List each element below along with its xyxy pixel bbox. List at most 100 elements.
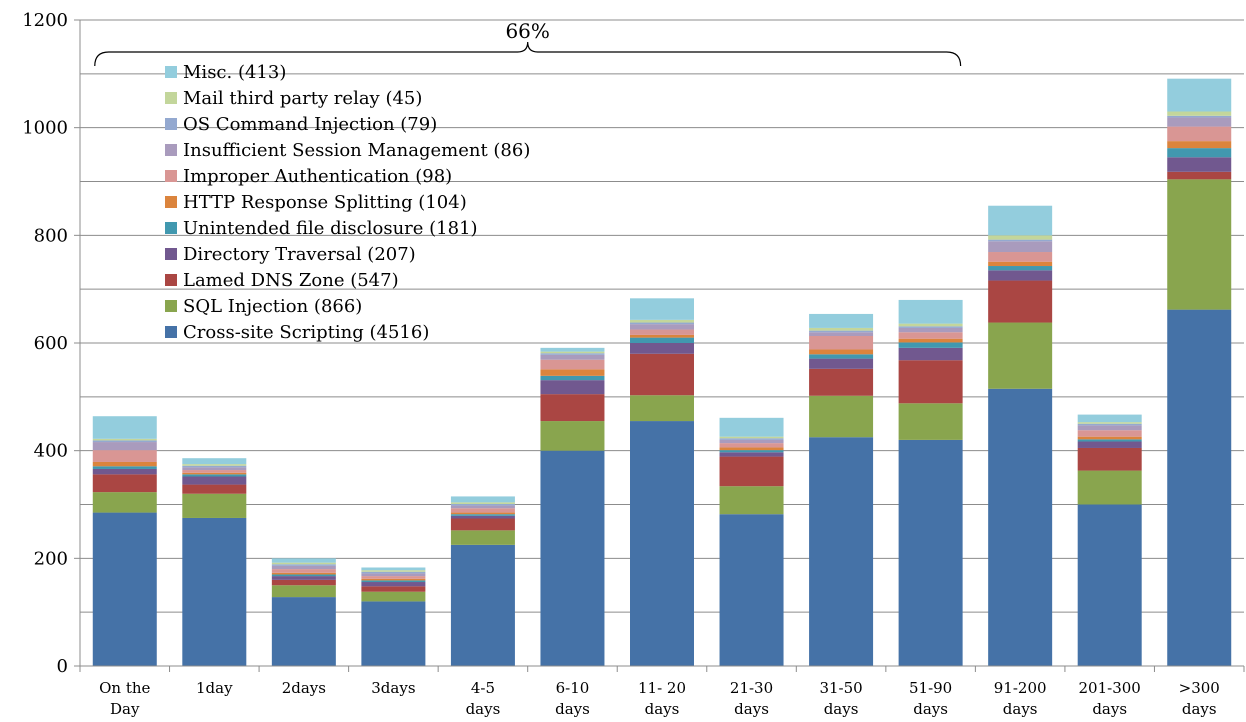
bar-segment bbox=[182, 467, 247, 471]
bar-segment bbox=[271, 565, 336, 570]
bar-segment bbox=[1167, 157, 1232, 172]
bar-segment bbox=[182, 517, 247, 666]
x-tick-label-line: 201-300 bbox=[1079, 679, 1141, 697]
legend-swatch bbox=[165, 326, 177, 338]
bar-segment bbox=[92, 450, 157, 462]
bar-segment bbox=[271, 576, 336, 580]
bar-segment bbox=[540, 354, 605, 360]
legend-swatch bbox=[165, 196, 177, 208]
bar-segment bbox=[271, 585, 336, 598]
bar-segment bbox=[540, 380, 605, 395]
bar-segment bbox=[630, 298, 694, 320]
legend-swatch bbox=[165, 92, 177, 104]
bar-segment bbox=[1077, 422, 1142, 424]
legend: Misc. (413) Mail third party relay (45) OS… bbox=[165, 62, 530, 343]
y-tick-label: 600 bbox=[34, 333, 68, 354]
bar-segment bbox=[271, 574, 336, 577]
bar-segment bbox=[809, 437, 874, 666]
bar-segment bbox=[988, 241, 1053, 253]
legend-swatch bbox=[165, 222, 177, 234]
bar-segment bbox=[450, 502, 515, 504]
bar-segment bbox=[719, 456, 784, 487]
legend-label: SQL Injection (866) bbox=[183, 296, 362, 317]
x-tick-label-line: 2days bbox=[282, 679, 326, 697]
bar-segment bbox=[988, 261, 1053, 267]
legend-swatch bbox=[165, 66, 177, 78]
bar-segment bbox=[92, 474, 157, 493]
bar-segment bbox=[450, 530, 515, 545]
bar-segment bbox=[1167, 141, 1232, 149]
bar-segment bbox=[1077, 441, 1142, 448]
bar-segment bbox=[182, 476, 247, 485]
bar-segment bbox=[719, 436, 784, 439]
x-tick-label: 6-10 days bbox=[555, 679, 590, 718]
x-tick-label-line: days bbox=[1092, 700, 1127, 718]
bar-segment bbox=[630, 421, 694, 666]
y-tick-label: 0 bbox=[57, 656, 68, 677]
legend-label: Directory Traversal (207) bbox=[183, 244, 416, 265]
bar-segment bbox=[540, 450, 605, 666]
bar-segment bbox=[361, 578, 426, 581]
x-tick-label: >300 days bbox=[1179, 679, 1220, 718]
x-tick-label: 2days bbox=[282, 679, 326, 697]
bar-segment bbox=[182, 464, 247, 466]
bars bbox=[92, 78, 1232, 666]
x-tick-label-line: 91-200 bbox=[994, 679, 1047, 697]
bar-segment bbox=[450, 515, 515, 519]
x-tick-label-line: Day bbox=[110, 700, 140, 718]
legend-swatch bbox=[165, 248, 177, 260]
bar-segment bbox=[630, 343, 694, 354]
bar-segment bbox=[719, 514, 784, 666]
bar-segment bbox=[719, 452, 784, 457]
bar-segment bbox=[809, 349, 874, 355]
bar-segment bbox=[271, 597, 336, 666]
bar-segment bbox=[92, 466, 157, 469]
bar-segment bbox=[988, 280, 1053, 323]
bar-segment bbox=[1167, 78, 1232, 112]
bar-segment bbox=[1077, 414, 1142, 423]
bar-segment bbox=[540, 369, 605, 376]
y-tick-label: 800 bbox=[34, 225, 68, 246]
x-tick-label: 3days bbox=[371, 679, 415, 697]
bar-segment bbox=[271, 562, 336, 565]
bar-segment bbox=[361, 567, 426, 571]
x-tick-label-line: 31-50 bbox=[819, 679, 862, 697]
x-tick-label-line: 21-30 bbox=[730, 679, 773, 697]
bar-segment bbox=[361, 570, 426, 572]
bar-segment bbox=[1167, 171, 1232, 180]
x-tick-label: 11- 20 days bbox=[638, 679, 686, 718]
x-tick-label: 51-90 days bbox=[909, 679, 952, 718]
bar-segment bbox=[361, 591, 426, 602]
bar-segment bbox=[630, 395, 694, 422]
bar-segment bbox=[898, 360, 963, 404]
bar-segment bbox=[92, 512, 157, 666]
bar-segment bbox=[361, 580, 426, 583]
y-tick-label: 400 bbox=[34, 441, 68, 462]
x-tick-label-line: 6-10 bbox=[556, 679, 590, 697]
annotation-label: 66% bbox=[505, 19, 549, 43]
bar-segment bbox=[988, 235, 1053, 240]
legend-label: Mail third party relay (45) bbox=[183, 88, 422, 109]
bar-segment bbox=[1077, 423, 1142, 426]
bar-segment bbox=[182, 493, 247, 518]
bar-segment bbox=[271, 569, 336, 573]
bar-segment bbox=[361, 576, 426, 579]
bar-segment bbox=[361, 586, 426, 592]
bar-segment bbox=[450, 544, 515, 666]
bar-segment bbox=[92, 442, 157, 451]
legend-label: Lamed DNS Zone (547) bbox=[183, 270, 399, 291]
bar-segment bbox=[630, 334, 694, 338]
bar-segment bbox=[1077, 430, 1142, 437]
legend-swatch bbox=[165, 170, 177, 182]
bar-segment bbox=[182, 470, 247, 473]
bar-segment bbox=[988, 270, 1053, 281]
bar-segment bbox=[630, 353, 694, 396]
bar-segment bbox=[719, 417, 784, 437]
legend-swatch bbox=[165, 300, 177, 312]
bar-segment bbox=[719, 438, 784, 440]
legend-label: Insufficient Session Management (86) bbox=[183, 140, 530, 161]
bar-segment bbox=[719, 443, 784, 448]
bar-segment bbox=[92, 438, 157, 441]
bar-segment bbox=[450, 518, 515, 531]
